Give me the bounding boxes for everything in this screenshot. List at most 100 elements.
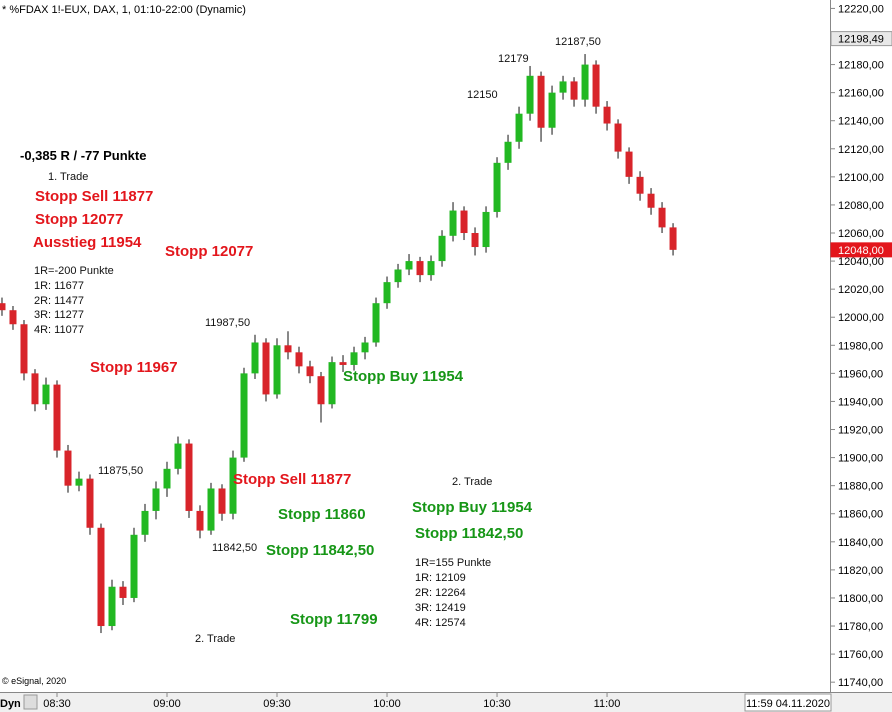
candle-body [515, 113, 523, 142]
candle-body [174, 443, 182, 469]
candle-body [284, 345, 292, 353]
candle-body [526, 75, 534, 114]
candle-body [185, 443, 193, 511]
candle-body [130, 534, 138, 598]
annotation: 12179 [498, 53, 529, 65]
y-tick-label: 12160,00 [838, 88, 884, 100]
annotation: 2. Trade [452, 476, 492, 488]
candle-body [0, 303, 6, 311]
candle-body [9, 310, 17, 325]
y-tick-label: 12140,00 [838, 116, 884, 128]
annotation: 1. Trade [48, 171, 88, 183]
chart-title: * %FDAX 1!-EUX, DAX, 1, 01:10-22:00 (Dyn… [2, 4, 246, 16]
y-tick-label: 11800,00 [838, 593, 883, 605]
x-axis-bar [0, 692, 892, 712]
annotation: 1R: 12109 [415, 572, 466, 584]
y-tick-label: 11920,00 [838, 425, 883, 437]
annotation: 11987,50 [205, 317, 250, 329]
y-tick-label: 11960,00 [838, 368, 883, 380]
candle-body [537, 75, 545, 128]
candle-body [31, 373, 39, 405]
candle-body [647, 193, 655, 208]
candle-body [20, 324, 28, 374]
annotation: Stopp Buy 11954 [343, 368, 464, 385]
candle-body [471, 233, 479, 248]
y-tick-label: 11980,00 [838, 340, 883, 352]
candle-body [295, 352, 303, 367]
y-tick-label: 11900,00 [838, 453, 883, 465]
x-tick-label: 08:30 [43, 698, 71, 710]
candle-body [592, 64, 600, 107]
candle-body [152, 488, 160, 511]
annotation: Stopp 12077 [35, 211, 123, 228]
annotation: 3R: 11277 [34, 309, 84, 321]
price-marker-label: 12198,49 [838, 34, 884, 46]
candle-body [372, 303, 380, 343]
candle-body [427, 261, 435, 276]
candle-body [504, 141, 512, 163]
candle-body [262, 342, 270, 395]
candle-body [97, 527, 105, 627]
candle-body [669, 227, 677, 250]
candle-body [493, 162, 501, 212]
candle-body [405, 261, 413, 270]
y-tick-label: 12000,00 [838, 312, 884, 324]
mode-label[interactable]: Dyn [0, 698, 21, 710]
copyright: © eSignal, 2020 [2, 676, 66, 686]
annotation: 1R: 11677 [34, 280, 84, 292]
y-tick-label: 11840,00 [838, 537, 883, 549]
annotation: 12150 [467, 89, 498, 101]
candle-body [614, 123, 622, 152]
price-marker-label: 12048,00 [838, 245, 884, 257]
annotation: Stopp 11967 [90, 359, 178, 376]
annotation: 1R=155 Punkte [415, 557, 491, 569]
annotation: 1R=-200 Punkte [34, 265, 114, 277]
y-tick-label: 11820,00 [838, 565, 883, 577]
candle-body [625, 151, 633, 177]
y-tick-label: 11760,00 [838, 649, 883, 661]
annotation: 11842,50 [212, 542, 257, 554]
annotation: Stopp 11842,50 [266, 542, 374, 559]
candle-body [658, 207, 666, 228]
candle-body [273, 345, 281, 395]
x-tick-label: 10:30 [483, 698, 511, 710]
x-tick-label: 09:30 [263, 698, 291, 710]
y-tick-label: 12220,00 [838, 3, 884, 15]
candle-body [251, 342, 259, 374]
candle-body [460, 210, 468, 234]
annotation: -0,385 R / -77 Punkte [20, 148, 146, 163]
candle-body [163, 468, 171, 489]
price-marker [830, 242, 892, 258]
candle-body [548, 92, 556, 128]
candle-body [218, 488, 226, 514]
candle-body [207, 488, 215, 531]
y-tick-label: 11940,00 [838, 396, 883, 408]
candle-body [383, 282, 391, 304]
y-tick-label: 12040,00 [838, 256, 884, 268]
candle-body [119, 586, 127, 598]
candle-body [581, 64, 589, 100]
y-tick-label: 11740,00 [838, 677, 883, 689]
y-tick-label: 12060,00 [838, 228, 884, 240]
candle-body [350, 352, 358, 365]
annotation: 2R: 11477 [34, 295, 84, 307]
annotation: Stopp 11799 [290, 611, 378, 628]
annotation: 12187,50 [555, 36, 601, 48]
candle-body [361, 342, 369, 353]
x-tick-label: 09:00 [153, 698, 181, 710]
candle-body [53, 384, 61, 451]
candle-body [416, 261, 424, 276]
y-tick-label: 11780,00 [838, 621, 883, 633]
y-tick-label: 12020,00 [838, 284, 884, 296]
y-tick-label: 12180,00 [838, 60, 884, 72]
candle-body [196, 510, 204, 531]
timestamp: 11:59 04.11.2020 [746, 698, 830, 710]
annotation: Stopp Sell 11877 [233, 471, 351, 488]
annotation: Stopp 11842,50 [415, 525, 523, 542]
candle-body [42, 384, 50, 405]
annotation: 4R: 11077 [34, 324, 84, 336]
settings-button[interactable] [23, 694, 38, 710]
annotation: Stopp Buy 11954 [412, 499, 533, 516]
